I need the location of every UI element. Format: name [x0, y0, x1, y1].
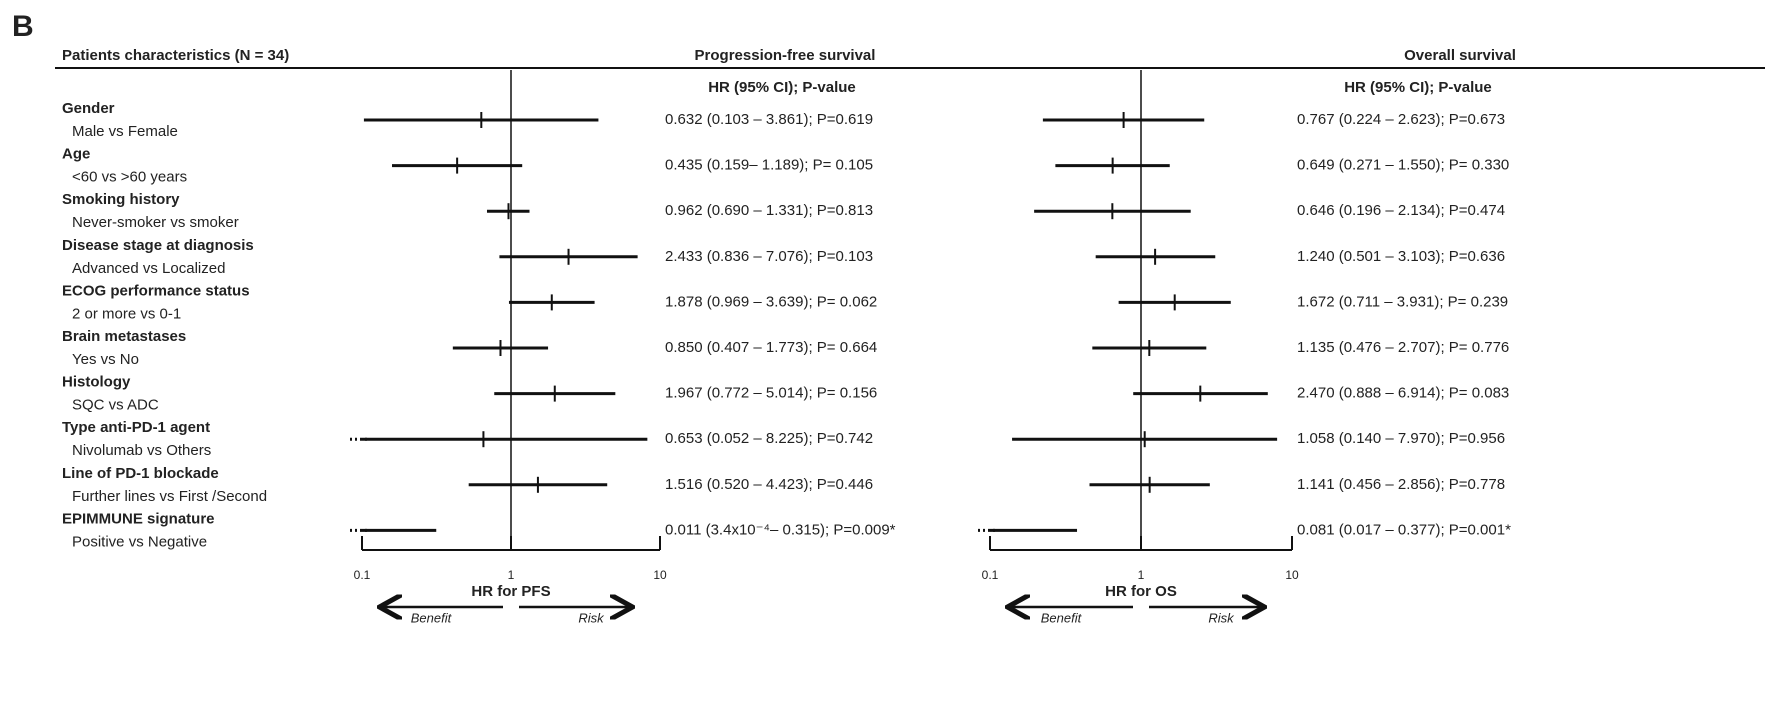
- value-label: 2.433 (0.836 – 7.076); P=0.103: [665, 248, 873, 265]
- row-sublabel: Advanced vs Localized: [72, 260, 225, 277]
- row-sublabel: <60 vs >60 years: [72, 169, 187, 186]
- value-label: 0.649 (0.271 – 1.550); P= 0.330: [1297, 157, 1509, 174]
- row-sublabel: 2 or more vs 0-1: [72, 305, 181, 322]
- value-label: 1.516 (0.520 – 4.423); P=0.446: [665, 476, 873, 493]
- row-label: Disease stage at diagnosis: [62, 237, 254, 254]
- x-tick-label: 0.1: [982, 568, 999, 582]
- row-sublabel: Nivolumab vs Others: [72, 442, 211, 459]
- row-sublabel: Male vs Female: [72, 123, 178, 140]
- row-label: Line of PD-1 blockade: [62, 465, 219, 482]
- row-sublabel: Positive vs Negative: [72, 533, 207, 550]
- value-label: 1.878 (0.969 – 3.639); P= 0.062: [665, 293, 877, 310]
- value-label: 0.011 (3.4x10⁻⁴– 0.315); P=0.009*: [665, 521, 896, 538]
- plot-title: Progression-free survival: [695, 47, 876, 64]
- risk-label: Risk: [578, 610, 605, 625]
- x-axis-label: HR for OS: [1105, 583, 1177, 600]
- row-label: Brain metastases: [62, 328, 186, 345]
- x-axis-label: HR for PFS: [471, 583, 550, 600]
- value-label: 2.470 (0.888 – 6.914); P= 0.083: [1297, 385, 1509, 402]
- row-sublabel: Yes vs No: [72, 351, 139, 368]
- plot-area: [362, 112, 648, 532]
- row-label: ECOG performance status: [62, 282, 250, 299]
- value-label: 1.240 (0.501 – 3.103); P=0.636: [1297, 248, 1505, 265]
- row-label: EPIMMUNE signature: [62, 510, 215, 527]
- row-label: Type anti-PD-1 agent: [62, 419, 210, 436]
- risk-label: Risk: [1208, 610, 1235, 625]
- x-tick-label: 1: [1138, 568, 1145, 582]
- plot-area: [990, 112, 1278, 532]
- x-tick-label: 10: [653, 568, 667, 582]
- row-sublabel: SQC vs ADC: [72, 397, 159, 414]
- x-tick-label: 1: [508, 568, 515, 582]
- value-label: 0.653 (0.052 – 8.225); P=0.742: [665, 430, 873, 447]
- row-label: Smoking history: [62, 191, 180, 208]
- value-label: 0.767 (0.224 – 2.623); P=0.673: [1297, 111, 1505, 128]
- row-sublabel: Further lines vs First /Second: [72, 488, 267, 505]
- column-header: HR (95% CI); P-value: [708, 79, 856, 96]
- value-label: 1.967 (0.772 – 5.014); P= 0.156: [665, 385, 877, 402]
- row-label: Histology: [62, 374, 131, 391]
- header: Patients characteristics (N = 34): [62, 47, 289, 64]
- value-label: 0.632 (0.103 – 3.861); P=0.619: [665, 111, 873, 128]
- value-label: 0.081 (0.017 – 0.377); P=0.001*: [1297, 521, 1511, 538]
- value-label: 1.058 (0.140 – 7.970); P=0.956: [1297, 430, 1505, 447]
- column-header: HR (95% CI); P-value: [1344, 79, 1492, 96]
- value-label: 0.646 (0.196 – 2.134); P=0.474: [1297, 202, 1505, 219]
- plot-title: Overall survival: [1404, 47, 1516, 64]
- value-label: 1.141 (0.456 – 2.856); P=0.778: [1297, 476, 1505, 493]
- value-label: 1.135 (0.476 – 2.707); P= 0.776: [1297, 339, 1509, 356]
- benefit-label: Benefit: [1041, 610, 1083, 625]
- benefit-label: Benefit: [411, 610, 453, 625]
- value-label: 0.850 (0.407 – 1.773); P= 0.664: [665, 339, 877, 356]
- value-label: 1.672 (0.711 – 3.931); P= 0.239: [1297, 293, 1508, 310]
- value-label: 0.435 (0.159– 1.189); P= 0.105: [665, 157, 873, 174]
- value-label: 0.962 (0.690 – 1.331); P=0.813: [665, 202, 873, 219]
- x-tick-label: 0.1: [354, 568, 371, 582]
- row-label: Gender: [62, 100, 115, 117]
- row-label: Age: [62, 146, 90, 163]
- panel-label: B: [12, 10, 34, 43]
- row-sublabel: Never-smoker vs smoker: [72, 214, 239, 231]
- x-tick-label: 10: [1285, 568, 1299, 582]
